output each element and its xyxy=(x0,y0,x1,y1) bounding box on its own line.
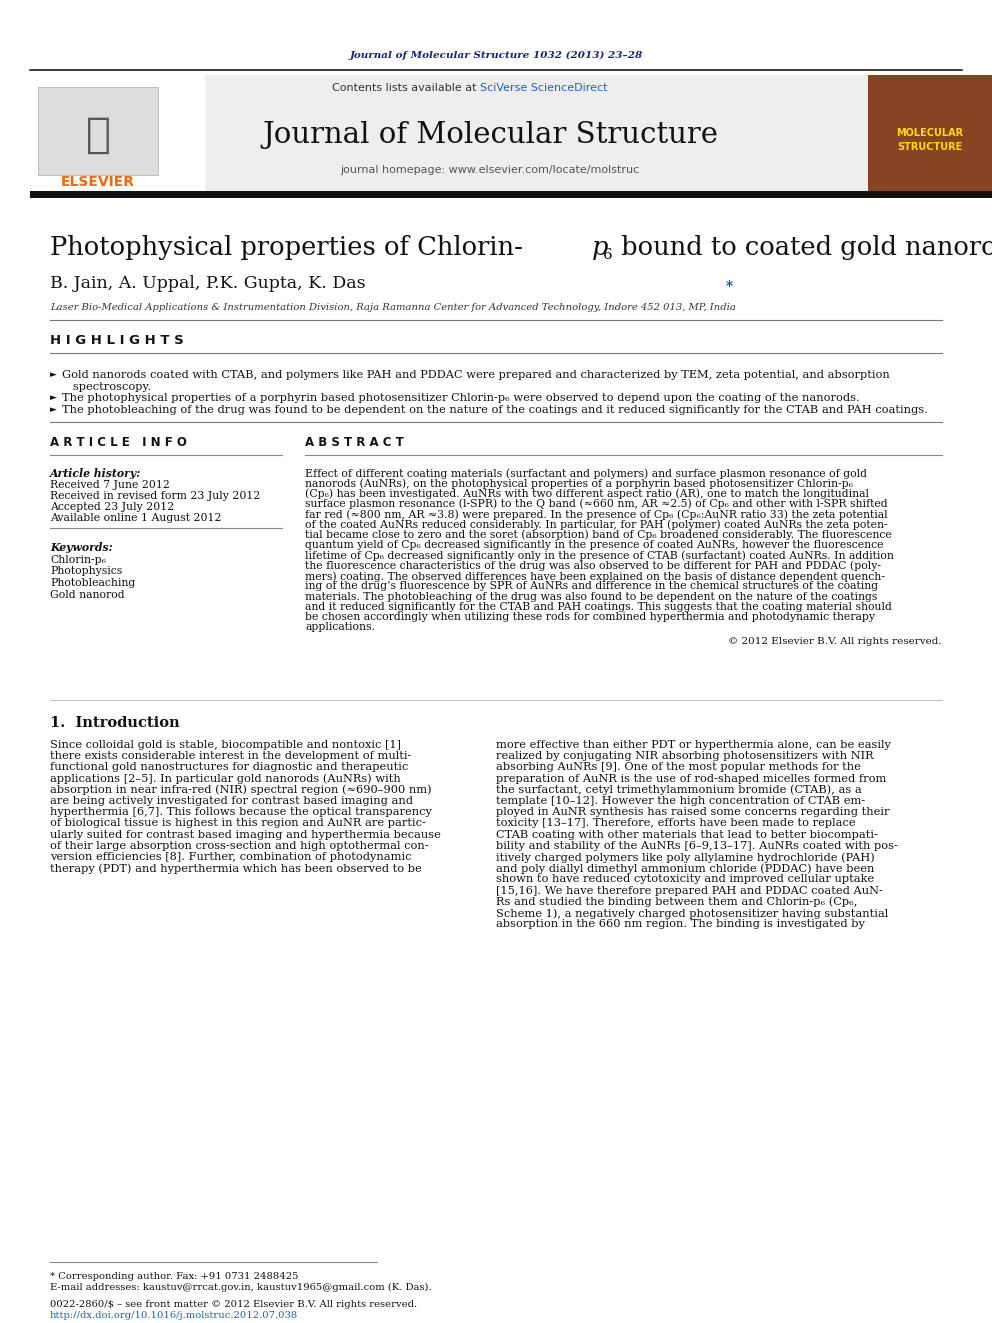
Text: bility and stability of the AuNRs [6–9,13–17]. AuNRs coated with pos-: bility and stability of the AuNRs [6–9,1… xyxy=(496,841,898,851)
Text: applications [2–5]. In particular gold nanorods (AuNRs) with: applications [2–5]. In particular gold n… xyxy=(50,774,401,785)
Text: Rs and studied the binding between them and Chlorin-p₆ (Cp₆,: Rs and studied the binding between them … xyxy=(496,897,857,908)
Text: lifetime of Cp₆ decreased significantly only in the presence of CTAB (surfactant: lifetime of Cp₆ decreased significantly … xyxy=(305,550,894,561)
Text: © 2012 Elsevier B.V. All rights reserved.: © 2012 Elsevier B.V. All rights reserved… xyxy=(728,636,942,646)
Text: ►: ► xyxy=(50,405,57,414)
Text: Available online 1 August 2012: Available online 1 August 2012 xyxy=(50,513,221,523)
Text: of the coated AuNRs reduced considerably. In particular, for PAH (polymer) coate: of the coated AuNRs reduced considerably… xyxy=(305,520,888,531)
Text: Photobleaching: Photobleaching xyxy=(50,578,135,587)
Text: 6: 6 xyxy=(603,247,613,262)
Text: A B S T R A C T: A B S T R A C T xyxy=(305,437,404,450)
Text: quantum yield of Cp₆ decreased significantly in the presence of coated AuNRs, ho: quantum yield of Cp₆ decreased significa… xyxy=(305,540,884,550)
Text: there exists considerable interest in the development of multi-: there exists considerable interest in th… xyxy=(50,751,412,761)
Text: surface plasmon resonance (l-SPR) to the Q band (≈660 nm, AR ≈2.5) of Cp₆ and ot: surface plasmon resonance (l-SPR) to the… xyxy=(305,499,888,509)
Text: far red (≈800 nm, AR ≈3.8) were prepared. In the presence of Cp₆ (Cp₆:AuNR ratio: far red (≈800 nm, AR ≈3.8) were prepared… xyxy=(305,509,888,520)
Text: Accepted 23 July 2012: Accepted 23 July 2012 xyxy=(50,501,175,512)
Text: spectroscopy.: spectroscopy. xyxy=(62,382,151,392)
Text: Laser Bio-Medical Applications & Instrumentation Division, Raja Ramanna Center f: Laser Bio-Medical Applications & Instrum… xyxy=(50,303,736,312)
Text: version efficiencies [8]. Further, combination of photodynamic: version efficiencies [8]. Further, combi… xyxy=(50,852,412,863)
Bar xyxy=(38,87,158,175)
Text: Photophysical properties of Chlorin-: Photophysical properties of Chlorin- xyxy=(50,235,523,261)
Text: Journal of Molecular Structure: Journal of Molecular Structure xyxy=(262,120,718,149)
Text: the surfactant, cetyl trimethylammonium bromide (CTAB), as a: the surfactant, cetyl trimethylammonium … xyxy=(496,785,862,795)
Text: E-mail addresses: kaustuv@rrcat.gov.in, kaustuv1965@gmail.com (K. Das).: E-mail addresses: kaustuv@rrcat.gov.in, … xyxy=(50,1283,432,1293)
Bar xyxy=(30,75,898,194)
Text: 🌲: 🌲 xyxy=(85,114,110,156)
Text: materials. The photobleaching of the drug was also found to be dependent on the : materials. The photobleaching of the dru… xyxy=(305,591,877,602)
Text: Gold nanorods coated with CTAB, and polymers like PAH and PDDAC were prepared an: Gold nanorods coated with CTAB, and poly… xyxy=(62,370,890,380)
Text: Article history:: Article history: xyxy=(50,468,141,479)
Text: * Corresponding author. Fax: +91 0731 2488425: * Corresponding author. Fax: +91 0731 24… xyxy=(50,1271,299,1281)
Text: H I G H L I G H T S: H I G H L I G H T S xyxy=(50,333,184,347)
Text: toxicity [13–17]. Therefore, efforts have been made to replace: toxicity [13–17]. Therefore, efforts hav… xyxy=(496,819,856,828)
Text: ployed in AuNR synthesis has raised some concerns regarding their: ployed in AuNR synthesis has raised some… xyxy=(496,807,890,818)
Text: [15,16]. We have therefore prepared PAH and PDDAC coated AuN-: [15,16]. We have therefore prepared PAH … xyxy=(496,885,883,896)
Text: bound to coated gold nanorods: bound to coated gold nanorods xyxy=(613,235,992,261)
Text: are being actively investigated for contrast based imaging and: are being actively investigated for cont… xyxy=(50,796,413,806)
Text: Contents lists available at: Contents lists available at xyxy=(332,83,480,93)
Text: Photophysics: Photophysics xyxy=(50,566,122,577)
Text: (Cp₆) has been investigated. AuNRs with two different aspect ratio (AR), one to : (Cp₆) has been investigated. AuNRs with … xyxy=(305,488,869,499)
Text: hyperthermia [6,7]. This follows because the optical transparency: hyperthermia [6,7]. This follows because… xyxy=(50,807,432,818)
Text: ⁎: ⁎ xyxy=(726,277,733,290)
Text: absorption in the 660 nm region. The binding is investigated by: absorption in the 660 nm region. The bin… xyxy=(496,919,865,929)
Text: SciVerse ScienceDirect: SciVerse ScienceDirect xyxy=(480,83,607,93)
Text: absorption in near infra-red (NIR) spectral region (≈690–900 nm): absorption in near infra-red (NIR) spect… xyxy=(50,785,432,795)
Text: p: p xyxy=(592,235,608,261)
Text: template [10–12]. However the high concentration of CTAB em-: template [10–12]. However the high conce… xyxy=(496,796,865,806)
Text: preparation of AuNR is the use of rod-shaped micelles formed from: preparation of AuNR is the use of rod-sh… xyxy=(496,774,887,783)
Text: Chlorin-p₆: Chlorin-p₆ xyxy=(50,556,106,565)
Text: and it reduced significantly for the CTAB and PAH coatings. This suggests that t: and it reduced significantly for the CTA… xyxy=(305,602,892,613)
Text: ELSEVIER: ELSEVIER xyxy=(61,175,135,189)
Text: ►: ► xyxy=(50,393,57,402)
Text: Journal of Molecular Structure 1032 (2013) 23–28: Journal of Molecular Structure 1032 (201… xyxy=(349,50,643,60)
Text: Gold nanorod: Gold nanorod xyxy=(50,590,125,599)
Text: 0022-2860/$ – see front matter © 2012 Elsevier B.V. All rights reserved.: 0022-2860/$ – see front matter © 2012 El… xyxy=(50,1301,417,1308)
Text: of their large absorption cross-section and high optothermal con-: of their large absorption cross-section … xyxy=(50,841,429,851)
Text: more effective than either PDT or hyperthermia alone, can be easily: more effective than either PDT or hypert… xyxy=(496,740,891,750)
Text: ing of the drug’s fluorescence by SPR of AuNRs and difference in the chemical st: ing of the drug’s fluorescence by SPR of… xyxy=(305,581,878,591)
Text: MOLECULAR
STRUCTURE: MOLECULAR STRUCTURE xyxy=(897,128,963,152)
Text: itively charged polymers like poly allylamine hydrochloride (PAH): itively charged polymers like poly allyl… xyxy=(496,852,875,863)
Text: A R T I C L E   I N F O: A R T I C L E I N F O xyxy=(50,437,186,450)
Text: and poly diallyl dimethyl ammonium chloride (PDDAC) have been: and poly diallyl dimethyl ammonium chlor… xyxy=(496,863,874,873)
Bar xyxy=(30,75,205,194)
Text: applications.: applications. xyxy=(305,623,375,632)
Text: be chosen accordingly when utilizing these rods for combined hyperthermia and ph: be chosen accordingly when utilizing the… xyxy=(305,613,875,622)
Text: B. Jain, A. Uppal, P.K. Gupta, K. Das: B. Jain, A. Uppal, P.K. Gupta, K. Das xyxy=(50,274,366,291)
Text: absorbing AuNRs [9]. One of the most popular methods for the: absorbing AuNRs [9]. One of the most pop… xyxy=(496,762,861,773)
Text: The photophysical properties of a porphyrin based photosensitizer Chlorin-p₆ wer: The photophysical properties of a porphy… xyxy=(62,393,860,404)
Bar xyxy=(30,191,992,198)
Text: Scheme 1), a negatively charged photosensitizer having substantial: Scheme 1), a negatively charged photosen… xyxy=(496,908,888,918)
Text: Since colloidal gold is stable, biocompatible and nontoxic [1]: Since colloidal gold is stable, biocompa… xyxy=(50,740,401,750)
Text: 1.  Introduction: 1. Introduction xyxy=(50,716,180,730)
Text: mers) coating. The observed differences have been explained on the basis of dist: mers) coating. The observed differences … xyxy=(305,572,885,582)
Text: therapy (PDT) and hyperthermia which has been observed to be: therapy (PDT) and hyperthermia which has… xyxy=(50,863,422,873)
Text: Received 7 June 2012: Received 7 June 2012 xyxy=(50,480,170,490)
Text: The photobleaching of the drug was found to be dependent on the nature of the co: The photobleaching of the drug was found… xyxy=(62,405,928,415)
Bar xyxy=(868,75,992,194)
Text: of biological tissue is highest in this region and AuNR are partic-: of biological tissue is highest in this … xyxy=(50,819,426,828)
Text: realized by conjugating NIR absorbing photosensitizers with NIR: realized by conjugating NIR absorbing ph… xyxy=(496,751,874,761)
Text: ularly suited for contrast based imaging and hyperthermia because: ularly suited for contrast based imaging… xyxy=(50,830,440,840)
Text: http://dx.doi.org/10.1016/j.molstruc.2012.07.038: http://dx.doi.org/10.1016/j.molstruc.201… xyxy=(50,1311,299,1320)
Text: functional gold nanostructures for diagnostic and therapeutic: functional gold nanostructures for diagn… xyxy=(50,762,409,773)
Text: journal homepage: www.elsevier.com/locate/molstruc: journal homepage: www.elsevier.com/locat… xyxy=(340,165,640,175)
Text: tial became close to zero and the soret (absorption) band of Cp₆ broadened consi: tial became close to zero and the soret … xyxy=(305,529,892,540)
Text: the fluorescence characteristics of the drug was also observed to be different f: the fluorescence characteristics of the … xyxy=(305,561,881,572)
Text: ►: ► xyxy=(50,370,57,378)
Text: Keywords:: Keywords: xyxy=(50,542,113,553)
Text: CTAB coating with other materials that lead to better biocompati-: CTAB coating with other materials that l… xyxy=(496,830,878,840)
Text: Received in revised form 23 July 2012: Received in revised form 23 July 2012 xyxy=(50,491,260,501)
Text: nanorods (AuNRs), on the photophysical properties of a porphyrin based photosens: nanorods (AuNRs), on the photophysical p… xyxy=(305,479,853,490)
Text: Effect of different coating materials (surfactant and polymers) and surface plas: Effect of different coating materials (s… xyxy=(305,468,867,479)
Text: shown to have reduced cytotoxicity and improved cellular uptake: shown to have reduced cytotoxicity and i… xyxy=(496,875,874,884)
